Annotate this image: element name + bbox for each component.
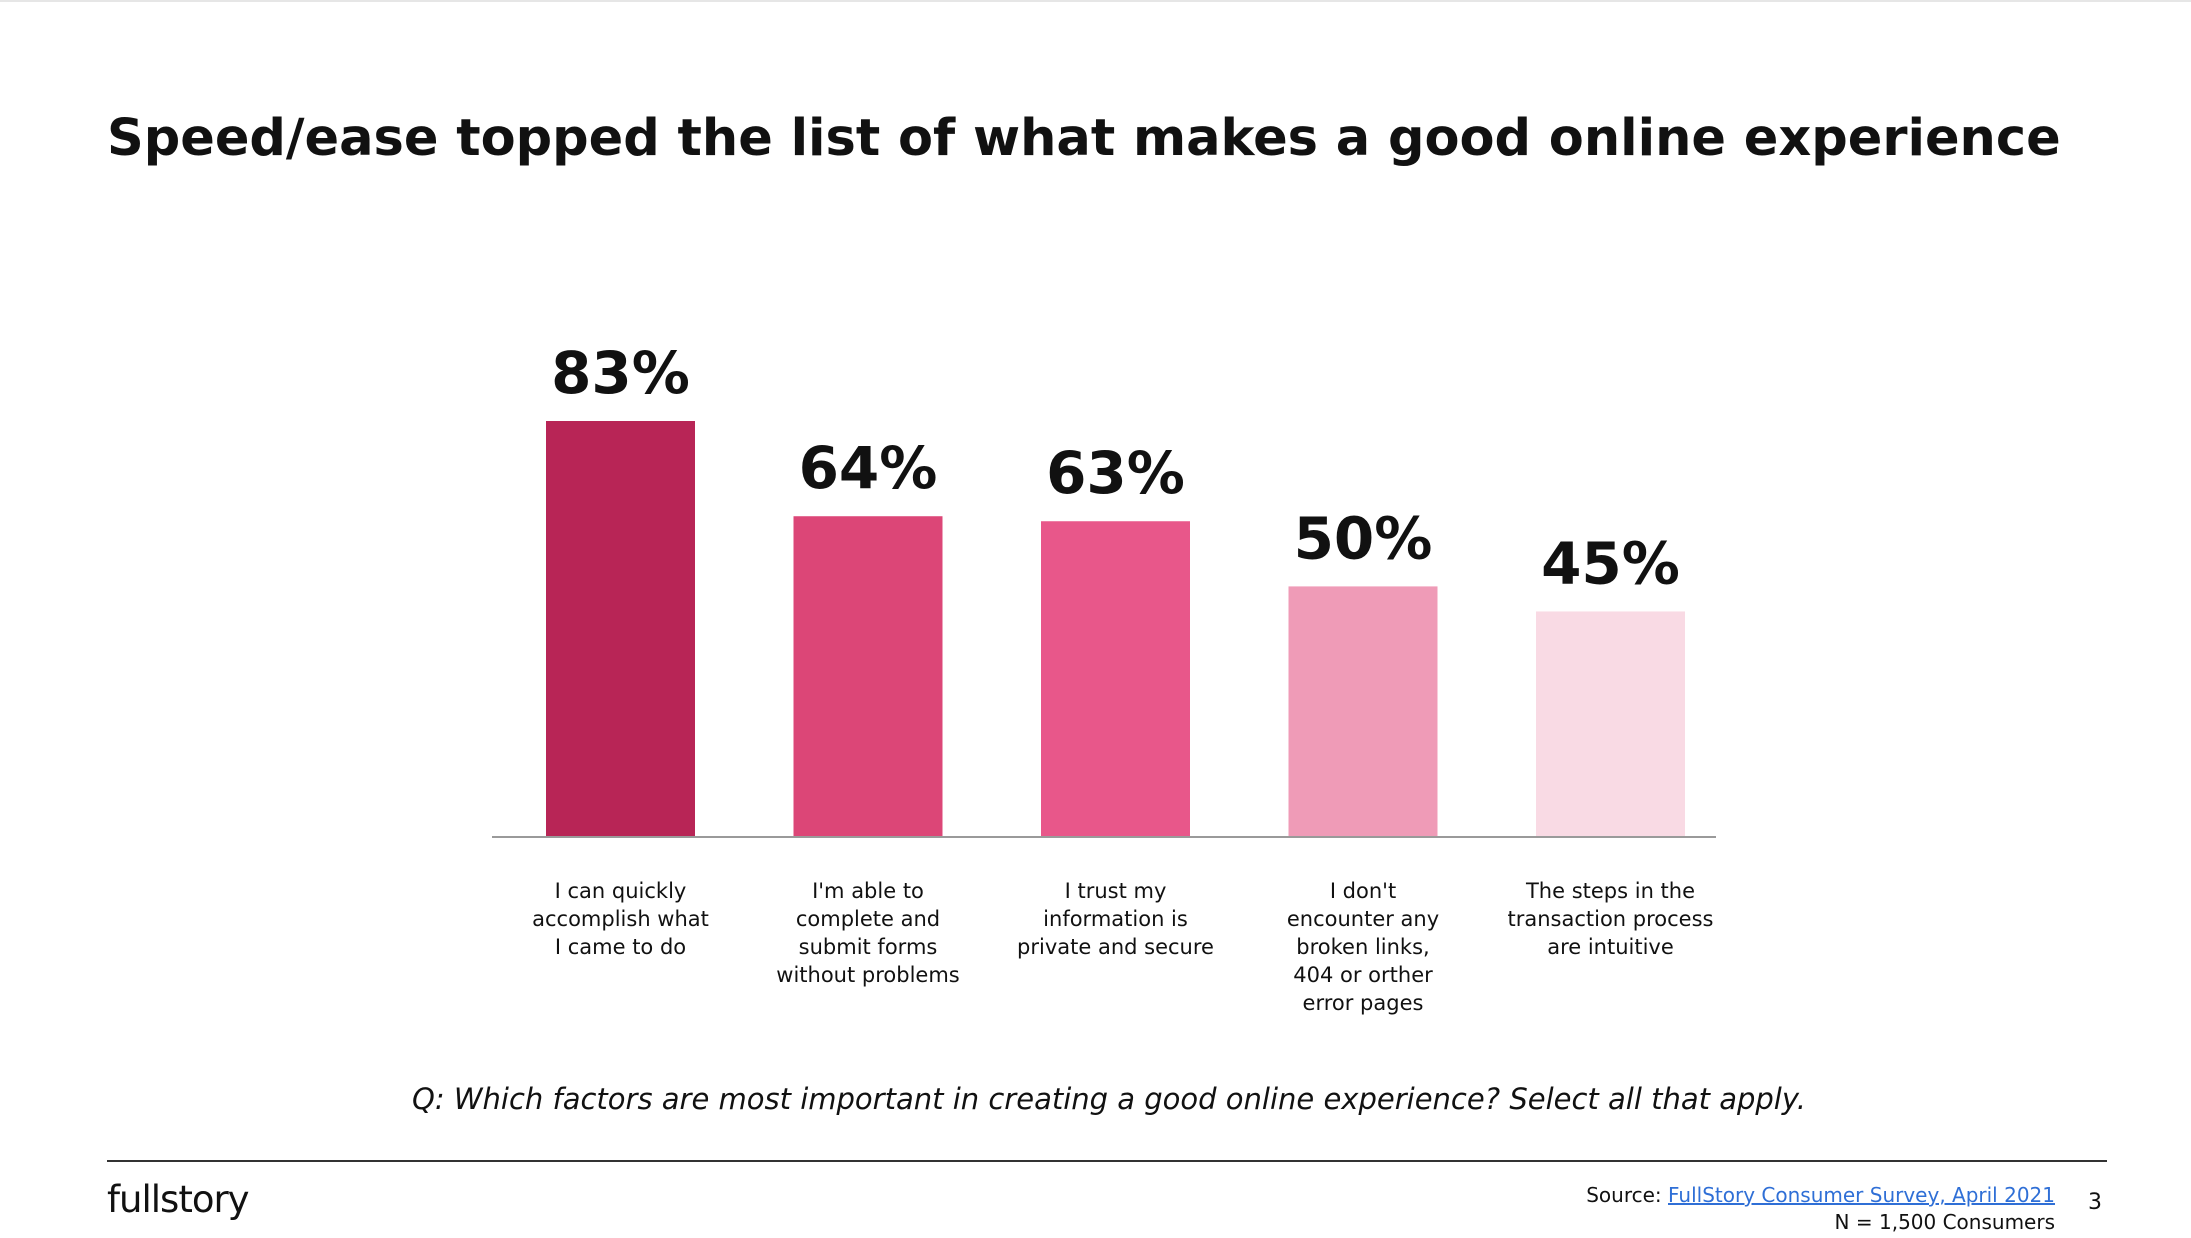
value-label-5: 45% (1541, 529, 1680, 597)
category-label-line: private and secure (1017, 935, 1214, 959)
category-label-line: accomplish what (532, 907, 709, 931)
category-label-2: I'm able to complete and submit forms witho… (776, 879, 959, 987)
page-number: 3 (2088, 1190, 2102, 1215)
category-label-line: transaction process (1507, 907, 1713, 931)
sample-size: N = 1,500 Consumers (1834, 1210, 2055, 1234)
category-label-line: The steps in the (1525, 879, 1695, 903)
bar-5 (1536, 611, 1685, 837)
footer-divider (107, 1160, 2107, 1162)
category-label-line: without problems (776, 963, 959, 987)
value-label-1: 83% (551, 339, 690, 407)
top-divider (0, 0, 2191, 2)
category-label-line: submit forms (799, 935, 938, 959)
category-label-line: encounter any (1287, 907, 1439, 931)
category-label-line: I trust my (1065, 879, 1167, 903)
category-label-line: information is (1043, 907, 1188, 931)
category-label-5: The steps in the transaction process are i… (1507, 879, 1713, 959)
category-label-line: complete and (796, 907, 940, 931)
source-note: Source: FullStory Consumer Survey, April… (1586, 1182, 2055, 1236)
value-label-3: 63% (1046, 439, 1185, 507)
category-label-4: I don't encounter any broken links, 404 or … (1287, 879, 1439, 1015)
bar-2 (793, 516, 943, 837)
category-label-3: I trust my information is private and secu… (1017, 879, 1214, 959)
source-link[interactable]: FullStory Consumer Survey, April 2021 (1668, 1183, 2055, 1207)
category-label-line: I don't (1330, 879, 1396, 903)
category-label-line: error pages (1303, 991, 1424, 1015)
value-label-4: 50% (1294, 504, 1433, 572)
bar-1 (546, 421, 695, 837)
survey-question: Q: Which factors are most important in c… (412, 1082, 1806, 1116)
bar-3 (1041, 521, 1190, 837)
source-prefix: Source: (1586, 1183, 1662, 1207)
value-label-2: 64% (799, 434, 938, 502)
category-label-line: broken links, (1296, 935, 1429, 959)
slide-title: Speed/ease topped the list of what makes… (107, 109, 2061, 168)
bar-4 (1288, 586, 1438, 837)
category-label-line: are intuitive (1547, 935, 1674, 959)
category-label-1: I can quickly accomplish what I came to do (532, 879, 709, 959)
category-label-line: 404 or orther (1293, 963, 1433, 987)
fullstory-logo: fullstory (107, 1178, 250, 1221)
category-label-line: I can quickly (555, 879, 687, 903)
category-label-line: I came to do (555, 935, 686, 959)
category-label-line: I'm able to (812, 879, 924, 903)
